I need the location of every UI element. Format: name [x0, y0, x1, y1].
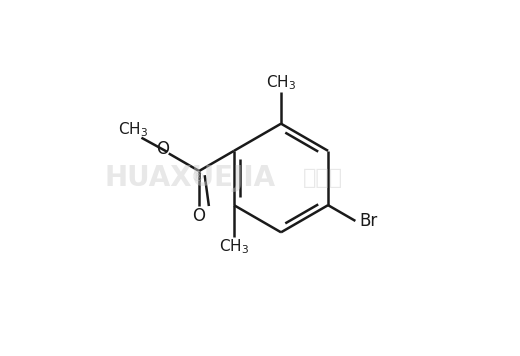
Text: ®: ® [190, 171, 204, 185]
Text: HUAXUEJIA: HUAXUEJIA [105, 164, 276, 192]
Text: 化学加: 化学加 [303, 168, 343, 188]
Text: CH$_3$: CH$_3$ [219, 237, 249, 256]
Text: Br: Br [359, 212, 378, 230]
Text: CH$_3$: CH$_3$ [266, 73, 296, 92]
Text: O: O [156, 140, 169, 158]
Text: O: O [192, 207, 205, 225]
Text: CH$_3$: CH$_3$ [118, 121, 148, 139]
